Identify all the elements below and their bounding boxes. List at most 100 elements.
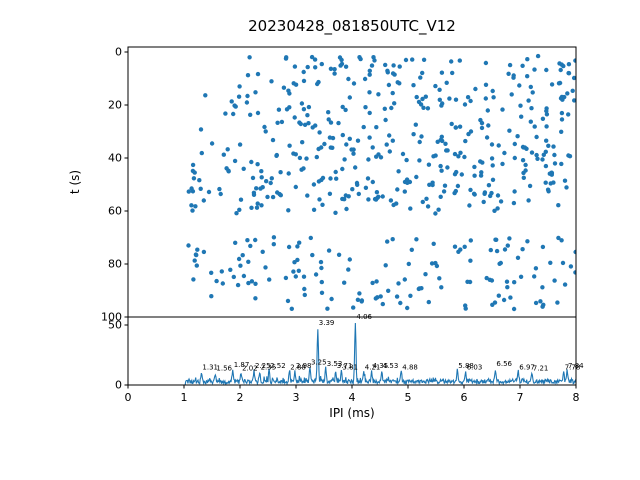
line-axes-frame	[127, 316, 577, 386]
scatter-point	[387, 149, 392, 154]
scatter-point	[454, 169, 459, 175]
scatter-point	[495, 206, 500, 211]
scatter-point	[495, 193, 501, 198]
scatter-point	[526, 198, 531, 203]
scatter-point	[417, 139, 422, 145]
scatter-point	[235, 282, 241, 288]
figure-title: 20230428_081850UTC_V12	[248, 17, 456, 35]
scatter-point	[289, 306, 294, 311]
scatter-point	[361, 124, 366, 130]
scatter-point	[286, 208, 291, 213]
scatter-point	[518, 103, 523, 108]
scatter-point	[572, 98, 576, 103]
scatter-point	[367, 68, 372, 74]
scatter-point	[209, 270, 214, 275]
scatter-point	[387, 133, 392, 138]
scatter-point	[421, 105, 426, 111]
scatter-point	[511, 200, 517, 206]
scatter-point	[316, 146, 321, 152]
scatter-point	[260, 249, 265, 254]
scatter-point	[565, 91, 570, 96]
scatter-point	[505, 285, 510, 290]
scatter-point	[249, 205, 254, 210]
scatter-point	[484, 135, 490, 140]
scatter-point	[279, 119, 285, 125]
scatter-point	[518, 274, 524, 279]
scatter-point	[318, 259, 324, 265]
scatter-point	[525, 239, 530, 244]
scatter-point	[390, 138, 395, 143]
scatter-point	[306, 104, 312, 110]
x-tick-label: 6	[461, 391, 468, 404]
scatter-point	[190, 189, 196, 194]
scatter-point	[533, 300, 539, 306]
scatter-point	[457, 58, 462, 63]
scatter-point	[267, 277, 272, 282]
scatter-point	[325, 306, 330, 311]
scatter-point	[449, 59, 454, 64]
scatter-axes-frame	[127, 46, 577, 318]
scatter-point	[326, 248, 332, 253]
scatter-point	[404, 157, 409, 163]
scatter-point	[567, 154, 573, 159]
scatter-point	[363, 185, 369, 190]
peak-annotation: 2.35	[261, 363, 277, 371]
scatter-point	[566, 61, 572, 67]
scatter-point	[479, 120, 485, 126]
scatter-point	[459, 172, 464, 177]
scatter-point	[541, 302, 546, 307]
peak-annotation: 3.53	[327, 360, 343, 368]
scatter-point	[466, 131, 471, 137]
scatter-point	[515, 134, 520, 139]
scatter-point	[442, 183, 448, 188]
scatter-point	[527, 183, 533, 189]
scatter-point	[426, 299, 431, 305]
scatter-point	[336, 120, 341, 126]
scatter-point	[559, 238, 564, 243]
scatter-point	[421, 57, 427, 62]
scatter-point	[263, 129, 268, 134]
scatter-point	[248, 243, 253, 249]
scatter-point	[198, 186, 203, 191]
scatter-point	[411, 132, 416, 137]
scatter-point	[228, 267, 233, 272]
scatter-point	[305, 193, 310, 198]
scatter-point	[255, 71, 261, 77]
scatter-point	[244, 100, 250, 105]
scatter-point	[375, 295, 380, 300]
peak-annotation: 7.21	[533, 365, 549, 373]
scatter-point	[566, 112, 571, 117]
scatter-point	[338, 63, 343, 68]
scatter-point	[390, 90, 395, 96]
scatter-point	[425, 106, 431, 111]
scatter-point	[418, 75, 423, 80]
scatter-point	[483, 60, 489, 66]
scatter-point	[370, 145, 375, 150]
scatter-point	[551, 180, 556, 185]
scatter-point	[302, 286, 307, 292]
scatter-point	[547, 171, 552, 176]
scatter-point	[234, 211, 239, 216]
scatter-point	[562, 282, 568, 287]
scatter-point	[285, 298, 291, 304]
scatter-point	[354, 180, 360, 186]
scatter-point	[559, 117, 565, 122]
scatter-point	[370, 179, 375, 185]
scatter-point	[498, 260, 503, 266]
scatter-point	[313, 272, 319, 277]
scatter-point	[404, 177, 410, 182]
scatter-point	[296, 268, 301, 273]
scatter-point	[479, 170, 484, 175]
scatter-point	[439, 134, 444, 139]
scatter-point	[481, 199, 486, 205]
scatter-point	[511, 75, 516, 80]
scatter-point	[240, 253, 245, 258]
scatter-point	[468, 98, 473, 104]
scatter-point	[528, 119, 533, 124]
scatter-point	[515, 255, 521, 260]
scatter-point	[501, 297, 507, 303]
scatter-point	[395, 187, 400, 192]
scatter-point	[463, 306, 468, 311]
scatter-point	[471, 191, 477, 196]
scatter-point	[317, 197, 322, 202]
